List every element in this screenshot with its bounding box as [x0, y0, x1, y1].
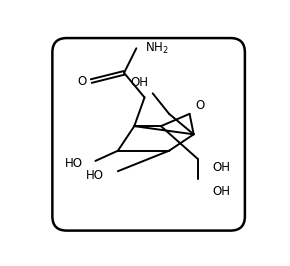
Text: OH: OH	[212, 185, 230, 198]
Text: OH: OH	[212, 161, 230, 174]
Text: O: O	[196, 99, 205, 112]
Text: OH: OH	[130, 76, 148, 89]
Text: NH$_2$: NH$_2$	[144, 41, 168, 56]
Text: O: O	[77, 74, 86, 88]
Text: HO: HO	[65, 156, 83, 169]
Text: HO: HO	[86, 169, 104, 182]
